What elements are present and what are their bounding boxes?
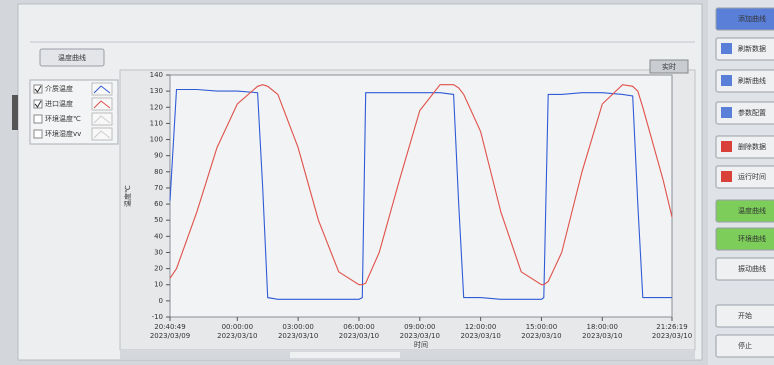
y-tick-label: 40 [154,232,163,240]
side-button-label[interactable]: 参数配置 [738,108,766,117]
y-tick-label: 130 [150,87,163,95]
x-tick-label: 03:00:00 [282,323,313,331]
header-button-label[interactable]: 温度曲线 [58,53,86,62]
x-tick-label: 15:00:00 [526,323,557,331]
x-tick-label: 2023/03/10 [339,332,379,340]
x-tick-label: 18:00:00 [587,323,618,331]
side-button-label[interactable]: 环境曲线 [738,234,766,243]
x-tick-label: 06:00:00 [343,323,374,331]
legend-swatch [92,98,112,110]
x-tick-label: 20:40:49 [154,323,185,331]
y-tick-label: 90 [154,152,163,160]
side-button-label[interactable]: 开始 [738,311,752,320]
side-button-icon [721,43,732,54]
side-tab [12,95,18,130]
x-tick-label: 2023/03/10 [217,332,257,340]
side-button-label[interactable]: 振动曲线 [738,264,766,273]
y-tick-label: 100 [150,136,163,144]
y-tick-label: 20 [154,265,163,273]
y-tick-label: 30 [154,248,163,256]
y-tick-label: 50 [154,216,163,224]
y-axis-label: 温度℃ [123,185,132,207]
y-tick-label: 80 [154,168,163,176]
scroll-thumb[interactable] [290,352,400,358]
y-tick-label: 120 [150,103,163,111]
y-tick-label: 70 [154,184,163,192]
x-tick-label: 2023/03/10 [400,332,440,340]
plot-area [170,75,672,317]
y-tick-label: 140 [150,71,163,79]
side-button-label[interactable]: 刷新曲线 [738,76,766,85]
x-tick-label: 2023/03/10 [460,332,500,340]
x-tick-label: 2023/03/10 [521,332,561,340]
legend-label[interactable]: 环境温度℃ [45,114,81,123]
side-button-label[interactable]: 温度曲线 [738,206,766,215]
x-tick-label: 00:00:00 [222,323,253,331]
side-button-label[interactable]: 停止 [738,341,752,350]
x-tick-label: 2023/03/10 [652,332,692,340]
x-tick-label: 2023/03/10 [278,332,318,340]
toggle-button-label[interactable]: 实时 [662,62,676,71]
legend-label[interactable]: 环境湿度vv [45,129,81,138]
y-tick-label: 110 [150,119,163,127]
legend-swatch [92,83,112,95]
x-tick-label: 2023/03/09 [150,332,190,340]
side-button-icon [721,75,732,86]
legend-label[interactable]: 介质温度 [45,84,73,93]
screen: 温度曲线 实时 温度℃ 时间 -10 0 10 20 30 40 50 60 70 80 90 100… [0,0,774,365]
y-tick-label: 60 [154,200,163,208]
side-button-icon [721,141,732,152]
legend-label[interactable]: 进口温度 [45,99,73,108]
scrollbar[interactable] [120,351,695,359]
legend-swatch [92,128,112,140]
x-tick-label: 2023/03/10 [582,332,622,340]
y-tick-label: 10 [154,281,163,289]
x-tick-label: 12:00:00 [465,323,496,331]
side-button-label[interactable]: 运行时间 [738,172,766,181]
y-tick-label: 0 [159,297,163,305]
legend-checkbox[interactable] [34,115,42,123]
side-button-label[interactable]: 删除数据 [738,142,766,151]
x-tick-label: 21:26:19 [656,323,687,331]
x-tick-label: 09:00:00 [404,323,435,331]
y-tick-label: -10 [152,313,163,321]
legend-checkbox[interactable] [34,130,42,138]
side-button-icon [721,107,732,118]
x-axis-label: 时间 [414,340,428,349]
legend-swatch [92,113,112,125]
side-button-icon [721,171,732,182]
side-button-label[interactable]: 添加曲线 [738,14,766,23]
side-button-label[interactable]: 刷新数据 [738,44,766,53]
